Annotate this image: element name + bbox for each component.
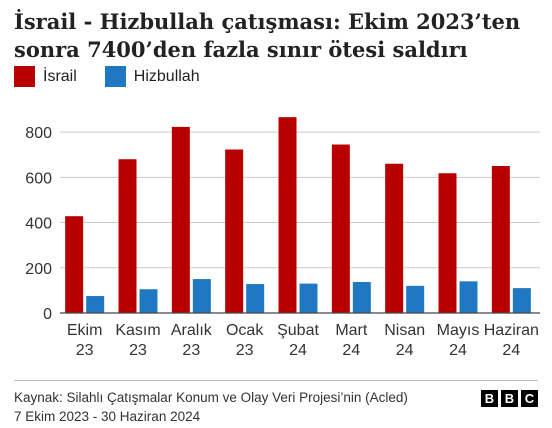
x-tick-label-2-0: Aralık [171,322,213,339]
bar-israel-1 [118,159,137,313]
legend-label-hezbollah: Hizbullah [133,67,200,85]
y-tick-label-400: 400 [25,216,52,233]
x-tick-label-7-0: Mayıs [437,322,480,339]
chart-title: İsrail - Hizbullah çatışması: Ekim 2023’… [14,9,521,62]
bar-hezbollah-8 [512,288,531,313]
bar-israel-6 [385,163,404,313]
x-tick-label-7-1: 24 [449,342,467,359]
bar-hezbollah-5 [352,282,371,313]
x-tick-label-2-1: 23 [182,342,200,359]
x-tick-label-4-0: Şubat [277,322,319,339]
chart-legend: İsrail Hizbullah [14,66,228,87]
x-tick-label-0-0: Ekim [67,322,103,339]
y-tick-label-600: 600 [25,170,52,187]
bar-hezbollah-0 [86,296,105,313]
footer-divider [14,380,538,381]
bar-israel-7 [438,173,457,313]
y-tick-label-200: 200 [25,261,52,278]
bar-israel-2 [171,126,190,313]
bar-israel-8 [491,166,510,313]
bar-hezbollah-1 [139,289,158,313]
bar-israel-5 [331,144,350,313]
x-tick-label-8-0: Haziran [484,322,539,339]
bar-hezbollah-3 [246,284,265,313]
legend-item-israel: İsrail [14,66,77,87]
bar-hezbollah-6 [406,285,425,313]
bar-chart: 0 200 400 600 800 Ekim 23 Kasım 23 Aralık 23 Ocak 23… [25,117,540,359]
y-tick-label-800: 800 [25,125,52,142]
legend-swatch-israel [14,66,35,87]
bbc-logo-letter-3: C [521,390,538,407]
x-tick-label-0-1: 23 [76,342,94,359]
bar-hezbollah-7 [459,281,478,313]
source-note: Kaynak: Silahlı Çatışmalar Konum ve Olay… [14,388,408,426]
x-tick-label-4-1: 24 [289,342,307,359]
x-tick-label-1-0: Kasım [115,322,160,339]
source-line-1: Kaynak: Silahlı Çatışmalar Konum ve Olay… [14,390,408,405]
x-tick-label-1-1: 23 [129,342,147,359]
legend-item-hezbollah: Hizbullah [104,66,200,87]
y-tick-label-0: 0 [43,306,52,323]
x-tick-label-5-1: 24 [342,342,360,359]
x-tick-label-3-1: 23 [236,342,254,359]
bar-israel-4 [278,117,297,313]
bar-israel-3 [225,149,244,313]
bbc-logo: B B C [478,390,538,407]
source-line-2: 7 Ekim 2023 - 30 Haziran 2024 [14,409,201,424]
legend-swatch-hezbollah [104,66,126,87]
bbc-logo-letter-1: B [481,390,498,407]
bar-hezbollah-2 [192,279,211,313]
x-tick-label-6-1: 24 [396,342,414,359]
bar-israel-0 [65,216,84,313]
x-tick-label-5-0: Mart [335,322,368,339]
x-tick-label-3-0: Ocak [226,322,264,339]
x-tick-label-6-0: Nisan [384,322,425,339]
legend-label-israel: İsrail [43,67,77,85]
bbc-logo-letter-2: B [501,390,518,407]
bar-hezbollah-4 [299,283,318,313]
x-tick-label-8-1: 24 [502,342,520,359]
